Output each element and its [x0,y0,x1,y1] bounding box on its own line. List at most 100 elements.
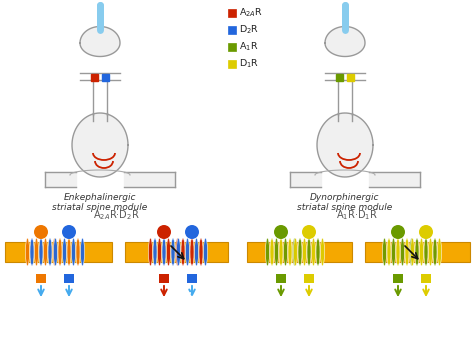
Ellipse shape [44,238,47,266]
Circle shape [302,225,316,239]
Polygon shape [45,172,76,187]
Ellipse shape [392,238,395,266]
Text: A$_{2A}$R: A$_{2A}$R [239,7,263,19]
Ellipse shape [383,238,386,266]
Ellipse shape [419,238,423,266]
Bar [247,242,352,262]
Ellipse shape [279,238,283,266]
Polygon shape [80,26,120,56]
Ellipse shape [302,238,307,266]
Text: A$_1$R·D$_1$R: A$_1$R·D$_1$R [336,208,378,222]
Ellipse shape [153,238,157,266]
Ellipse shape [194,238,199,266]
Text: Enkephalinergic
striatal spine module: Enkephalinergic striatal spine module [52,193,147,212]
Polygon shape [369,172,420,187]
Ellipse shape [48,238,52,266]
Ellipse shape [171,238,175,266]
Text: A$_1$R: A$_1$R [239,41,258,53]
Circle shape [34,225,48,239]
Bar [228,60,236,68]
Circle shape [185,225,199,239]
Bar [228,26,236,34]
Ellipse shape [166,238,171,266]
Ellipse shape [433,238,437,266]
Bar [393,274,403,283]
Bar [421,274,431,283]
Bar [347,74,354,81]
Circle shape [274,225,288,239]
Ellipse shape [76,238,80,266]
Bar [159,274,169,283]
Polygon shape [338,115,352,120]
Ellipse shape [387,238,391,266]
Polygon shape [317,113,373,177]
Ellipse shape [67,238,71,266]
Circle shape [419,225,433,239]
Bar [276,274,286,283]
Ellipse shape [148,238,153,266]
Ellipse shape [199,238,203,266]
Bar [102,74,109,81]
Text: D$_1$R: D$_1$R [239,58,259,70]
Ellipse shape [428,238,432,266]
Ellipse shape [410,238,414,266]
Ellipse shape [396,238,400,266]
Ellipse shape [58,238,62,266]
Ellipse shape [288,238,292,266]
Ellipse shape [405,238,409,266]
Bar [228,43,236,51]
Polygon shape [124,172,175,187]
Ellipse shape [283,238,288,266]
Polygon shape [325,26,365,56]
Ellipse shape [190,238,194,266]
Ellipse shape [410,238,413,266]
Ellipse shape [35,238,38,266]
Bar [36,274,46,283]
Ellipse shape [270,238,274,266]
Polygon shape [72,113,128,177]
Ellipse shape [81,238,84,266]
Ellipse shape [203,238,208,266]
Circle shape [62,225,76,239]
Ellipse shape [298,238,302,266]
Bar [365,242,470,262]
Bar [187,274,197,283]
Ellipse shape [53,238,56,266]
Ellipse shape [157,238,162,266]
Circle shape [157,225,171,239]
Ellipse shape [185,238,190,266]
Text: Dynorphinergic
striatal spine module: Dynorphinergic striatal spine module [297,193,392,212]
Ellipse shape [307,238,311,266]
Ellipse shape [274,238,279,266]
Ellipse shape [316,238,320,266]
Ellipse shape [401,238,404,266]
Ellipse shape [63,238,66,266]
Bar [5,242,112,262]
Ellipse shape [415,238,419,266]
Bar [228,9,236,17]
Polygon shape [290,172,321,187]
Polygon shape [93,115,107,120]
Text: D$_2$R: D$_2$R [239,24,259,36]
Ellipse shape [292,238,297,266]
Ellipse shape [54,238,57,266]
Ellipse shape [175,238,180,266]
Ellipse shape [72,238,75,266]
Circle shape [391,225,405,239]
Ellipse shape [320,238,325,266]
Ellipse shape [293,238,298,266]
Text: A$_{2A}$R·D$_2$R: A$_{2A}$R·D$_2$R [92,208,139,222]
Bar [64,274,74,283]
Bar [304,274,314,283]
Ellipse shape [39,238,43,266]
Bar [91,74,98,81]
Ellipse shape [162,238,166,266]
Ellipse shape [176,238,181,266]
Bar [125,242,228,262]
Ellipse shape [438,238,441,266]
Ellipse shape [265,238,270,266]
Ellipse shape [30,238,34,266]
Ellipse shape [311,238,316,266]
Ellipse shape [26,238,29,266]
Bar [336,74,343,81]
